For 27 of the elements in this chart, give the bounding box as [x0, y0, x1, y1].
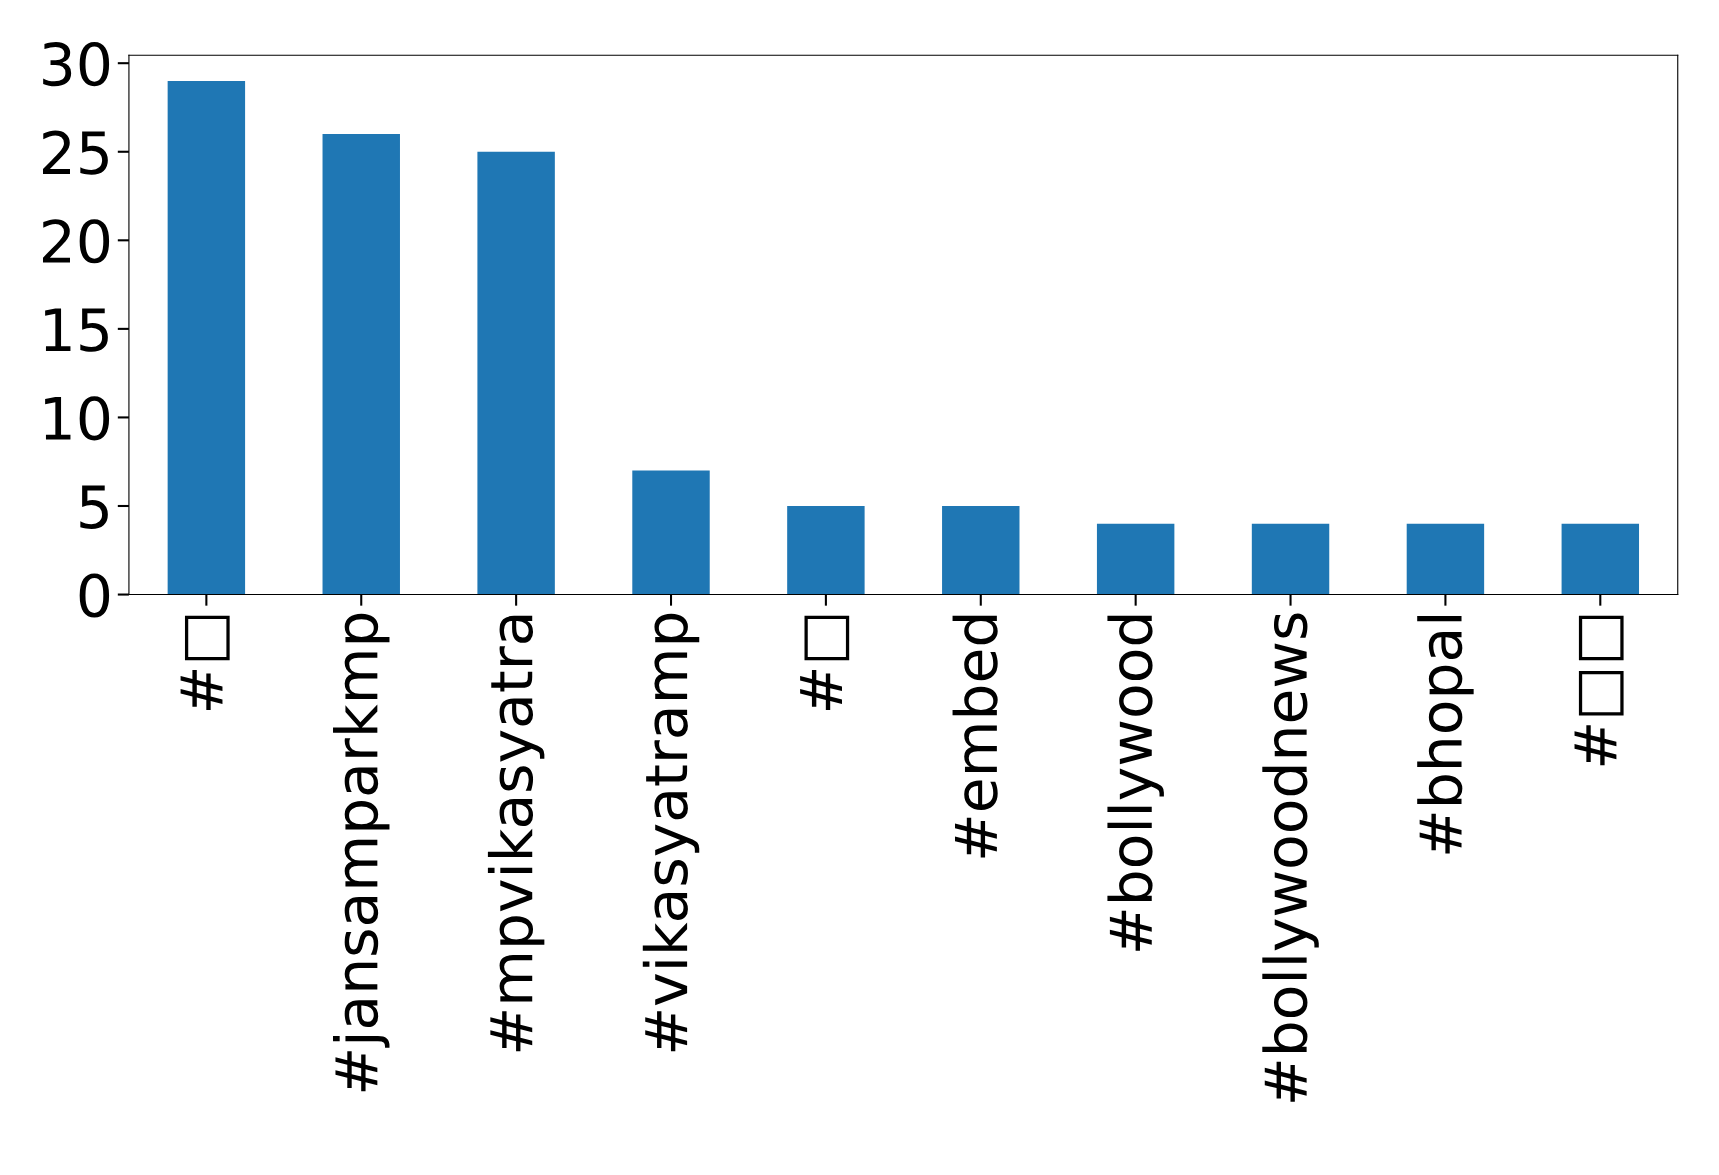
y-tick-label: 25 — [43, 130, 108, 175]
y-tick-label: 20 — [43, 219, 110, 264]
bar — [477, 151, 555, 595]
bar — [1251, 523, 1330, 595]
y-tick-label: 30 — [43, 42, 110, 87]
x-tick-label: #bollywood — [1107, 615, 1164, 951]
bar — [322, 134, 400, 595]
x-tick-label: #embed — [952, 615, 998, 858]
bar — [632, 470, 710, 595]
y-tick-label: 5 — [80, 485, 108, 529]
x-tick-label: #□□ — [1574, 615, 1624, 766]
x-tick-label: #vikasyatramp — [642, 613, 700, 1052]
bar — [167, 80, 246, 595]
x-tick-label: #bhopal — [1417, 616, 1474, 854]
x-tick-label: #mpvikasyatra — [487, 615, 545, 1052]
bar — [1561, 523, 1640, 595]
y-tick-label: 0 — [79, 573, 110, 618]
y-tick-label: 10 — [45, 396, 110, 441]
x-tick-label: #□ — [800, 615, 850, 711]
bar — [787, 505, 865, 595]
bar — [942, 505, 1020, 595]
bar — [1096, 523, 1175, 595]
x-tick-label: #bollywoodnews — [1262, 613, 1319, 1102]
bar — [1406, 523, 1485, 595]
x-tick-label: #□ — [180, 615, 230, 711]
y-tick-label: 15 — [45, 308, 108, 352]
x-tick-label: #jansamparkmp — [333, 613, 390, 1092]
